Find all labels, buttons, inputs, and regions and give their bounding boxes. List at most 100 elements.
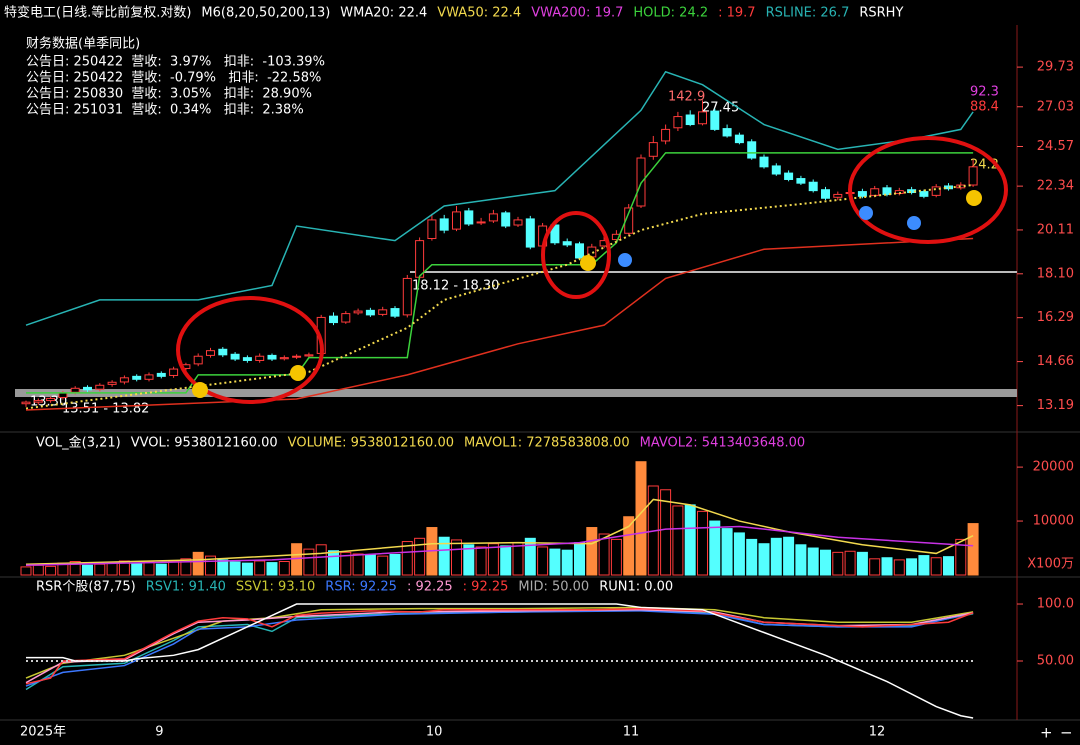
volume-bar (20, 566, 32, 576)
candle-body (341, 313, 351, 323)
candle-body (21, 401, 31, 405)
y-tick-label: 14.66 (1037, 354, 1074, 369)
candle-body (919, 191, 929, 197)
candle-body (575, 243, 584, 259)
legend-item: RSRHY (859, 6, 903, 21)
volume-bar (807, 547, 819, 576)
legend-item: HOLD: 24.2 (633, 6, 708, 21)
legend-item: MAVOL2: 5413403648.00 (640, 436, 806, 451)
volume-bar (45, 565, 57, 576)
y-tick-label: 20.11 (1037, 222, 1074, 237)
volume-bar (143, 561, 155, 576)
volume-bar (512, 542, 524, 576)
series-line (25, 70, 974, 326)
volume-bar (32, 564, 44, 576)
zoom-in[interactable]: + (1040, 724, 1053, 742)
volume-bar (684, 504, 696, 576)
legend-item: VWA50: 22.4 (437, 6, 521, 21)
legend-item: VWA200: 19.7 (531, 6, 623, 21)
candle-body (292, 355, 302, 358)
zoom-out[interactable]: − (1060, 724, 1073, 742)
volume-bar (943, 556, 954, 576)
candle-body (144, 374, 154, 380)
signal-icons (192, 190, 982, 398)
candle-body (464, 210, 474, 225)
candle-body (624, 207, 634, 234)
volume-bar (635, 461, 647, 576)
volume-bar (610, 538, 622, 576)
candle-body (685, 114, 695, 126)
volume-bar (697, 510, 708, 576)
candle-body (513, 219, 523, 226)
candle-body (218, 348, 228, 356)
series-line (25, 498, 974, 565)
volume-bar (131, 563, 143, 576)
y-tick-label: 13.19 (1037, 398, 1074, 413)
candle-body (206, 350, 215, 356)
candle-body (304, 354, 314, 357)
candle-body (784, 172, 794, 180)
candle-body (169, 368, 179, 376)
candle-body (365, 309, 375, 316)
candle-body (267, 354, 277, 360)
volume-bar (906, 558, 918, 576)
candle-body (931, 186, 941, 196)
finance-row: 公告日: 250422 营收: -0.79% 扣非: -22.58% (26, 71, 321, 86)
volume-bar (217, 559, 229, 576)
candle-body (70, 387, 80, 393)
volume-bar (438, 536, 450, 576)
volume-bar (733, 532, 745, 576)
candle-body (747, 141, 757, 159)
candle-body (452, 211, 461, 230)
candle-body (439, 218, 449, 231)
annotation: 142.9 (668, 90, 705, 105)
candle-body (46, 397, 56, 402)
candle-body (107, 381, 117, 385)
candle-body (132, 375, 142, 380)
volume-bar (463, 544, 475, 576)
volume-bar (709, 520, 721, 576)
volume-bar (82, 564, 93, 576)
legend-item: MID: 50.00 (518, 580, 589, 595)
volume-bar (364, 554, 376, 576)
volume-bar (623, 516, 635, 576)
candle-body (525, 218, 535, 248)
candle-body (378, 309, 388, 315)
candle-body (796, 178, 806, 184)
volume-bar (389, 554, 401, 576)
volume-bar (820, 549, 831, 576)
volume-bar (660, 489, 672, 576)
candle-body (476, 221, 486, 224)
candle-body (734, 134, 744, 144)
marks: 13.19 14.66 16.29 18.10 20.11 22.34 24.57 27.03… (20, 60, 1074, 740)
legend-item: VVOL: 9538012160.00 (131, 436, 278, 451)
candle-body (808, 181, 818, 192)
x-tick-label: 9 (155, 725, 163, 740)
legend-item: WMA20: 22.4 (340, 6, 427, 21)
volume-bar (69, 561, 81, 576)
annotation: 13.30 (30, 395, 67, 410)
y-tick-label: 20000 (1033, 460, 1074, 475)
x-tick-label: 2025年 (20, 725, 66, 740)
legend-item: : 92.25 (463, 580, 509, 595)
series-line (26, 603, 974, 719)
legend-item: : 19.7 (718, 6, 755, 21)
volume-bar (500, 545, 512, 576)
candle-body (698, 111, 707, 125)
volume-bar (561, 549, 573, 576)
candle-body (33, 400, 43, 403)
candle-body (759, 156, 769, 168)
volume-bar (266, 562, 278, 576)
volume-bar (106, 562, 118, 576)
volume-bar (254, 560, 266, 576)
y-tick-label: 10000 (1033, 514, 1074, 529)
volume-bar (192, 551, 204, 576)
y-tick-label: 29.73 (1037, 60, 1074, 75)
volume-bar (377, 555, 389, 576)
candle-body (255, 355, 265, 361)
y-tick-label: 27.03 (1037, 99, 1074, 114)
candle-body (857, 191, 867, 197)
candle-body (329, 315, 338, 324)
legend-item: RUN1: 0.00 (599, 580, 673, 595)
